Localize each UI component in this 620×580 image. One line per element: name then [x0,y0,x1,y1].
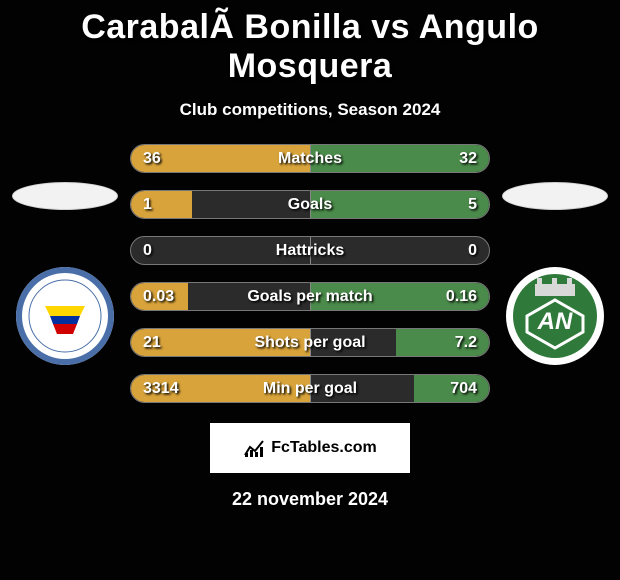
stat-row: 0 Hattricks 0 [130,236,490,265]
stat-value-left: 0 [143,242,152,260]
stat-value-right: 7.2 [455,334,477,352]
left-side [10,182,120,366]
stat-value-right: 0.16 [446,288,477,306]
left-flag-icon [12,182,118,210]
right-side: AN [500,182,610,366]
stat-value-right: 704 [450,380,477,398]
stat-label: Goals per match [247,288,372,306]
brand-text: FcTables.com [243,437,377,459]
right-flag-icon [502,182,608,210]
stat-row: 36 Matches 32 [130,144,490,173]
date-label: 22 november 2024 [0,489,620,510]
stat-label: Min per goal [263,380,357,398]
page-title: CarabalÃ Bonilla vs Angulo Mosquera [0,0,620,86]
stat-row: 21 Shots per goal 7.2 [130,328,490,357]
stat-value-left: 1 [143,196,152,214]
stat-row: 0.03 Goals per match 0.16 [130,282,490,311]
page-subtitle: Club competitions, Season 2024 [0,100,620,120]
stats-column: 36 Matches 32 1 Goals 5 0 Hattricks 0 0.03 Goals p… [130,144,490,403]
stat-label: Shots per goal [254,334,365,352]
comparison-main: 36 Matches 32 1 Goals 5 0 Hattricks 0 0.03 Goals p… [0,144,620,403]
stat-value-left: 3314 [143,380,179,398]
stat-value-right: 32 [459,150,477,168]
stat-value-right: 0 [468,242,477,260]
stat-fill-left [131,191,192,218]
right-club-crest: AN [505,266,605,366]
stat-value-left: 0.03 [143,288,174,306]
stat-label: Hattricks [276,242,344,260]
stat-row: 1 Goals 5 [130,190,490,219]
svg-text:AN: AN [537,308,573,335]
stat-row: 3314 Min per goal 704 [130,374,490,403]
brand-chart-icon [243,437,265,459]
brand-badge: FcTables.com [210,423,410,473]
stat-value-right: 5 [468,196,477,214]
stat-label: Matches [278,150,342,168]
stat-label: Goals [288,196,332,214]
left-club-crest [15,266,115,366]
stat-value-left: 21 [143,334,161,352]
stat-value-left: 36 [143,150,161,168]
stat-fill-right [310,191,489,218]
